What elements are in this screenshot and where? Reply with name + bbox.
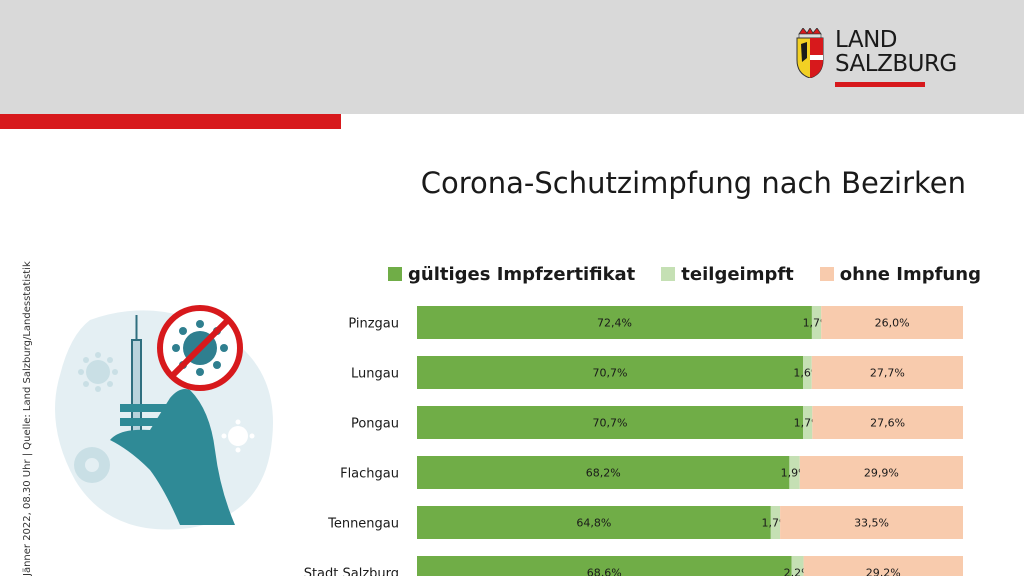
bar-segment [803,356,812,389]
vaccination-illustration [55,305,274,530]
data-label: 29,9% [864,467,899,480]
bar-segment [417,406,804,439]
legend-label-full: gültiges Impfzertifikat [408,263,636,285]
gloved-hand-icon [110,389,235,525]
legend-item-full: gültiges Impfzertifikat [388,264,635,285]
accent-red-bar [0,114,341,129]
legend-item-none: ohne Impfung [819,263,981,285]
data-label: 68,2% [586,467,621,480]
data-label: 70,7% [593,367,628,380]
bar-segment [417,456,790,489]
legend-label-partial: teilgeimpft [681,263,794,285]
category-label: Stadt Salzburg [304,567,399,576]
logo-underline [835,82,925,87]
virus-icon [221,419,255,453]
legend-swatch-full [388,267,402,281]
bar-segment [799,456,963,489]
legend-swatch-partial [661,267,676,281]
data-label: 64,8% [576,517,611,530]
no-virus-icon [157,305,243,391]
category-label: Tennengau [327,517,399,532]
bar-segment [770,506,781,539]
virus-icon [78,352,118,392]
bar-segment [417,306,812,339]
bar-segment [811,306,822,339]
bar-segment [803,556,963,576]
header-band [0,0,1024,114]
chart-title: Corona-Schutzimpfung nach Bezirken [420,166,966,200]
bar-segment [417,356,804,389]
bar-segment [812,406,963,439]
bar-segment [780,506,963,539]
legend-label-none: ohne Impfung [839,263,981,285]
data-label: 33,5% [854,517,889,530]
data-label: 26,0% [875,317,910,330]
data-label: 68,6% [587,567,622,576]
data-label: 70,7% [593,417,628,430]
category-label: Flachgau [340,467,399,482]
bar-segment [789,456,800,489]
gear-icon [74,447,110,483]
legend-item-partial: teilgeimpft [661,264,794,285]
logo-line-1: LAND [835,27,897,53]
bar-segment [821,306,963,339]
legend-swatch-none [819,267,834,281]
bar-segment [417,556,792,576]
bar-segment [417,506,771,539]
category-label: Pongau [351,417,399,432]
bar-segment [803,406,813,439]
category-label: Pinzgau [348,317,399,332]
coat-of-arms-icon [796,28,824,78]
data-label: 27,7% [870,367,905,380]
chart-legend: gültiges Impfzertifikat teilgeimpft ohne… [388,261,981,287]
data-label: 29,2% [866,567,901,576]
bar-segment [811,356,963,389]
bar-segment [791,556,804,576]
land-salzburg-logo: LAND SALZBURG [795,28,975,90]
data-label: 27,6% [870,417,905,430]
logo-line-2: SALZBURG [835,51,957,77]
data-label: 72,4% [597,317,632,330]
data-label: 2,2% [784,567,812,576]
category-label: Lungau [351,367,399,382]
